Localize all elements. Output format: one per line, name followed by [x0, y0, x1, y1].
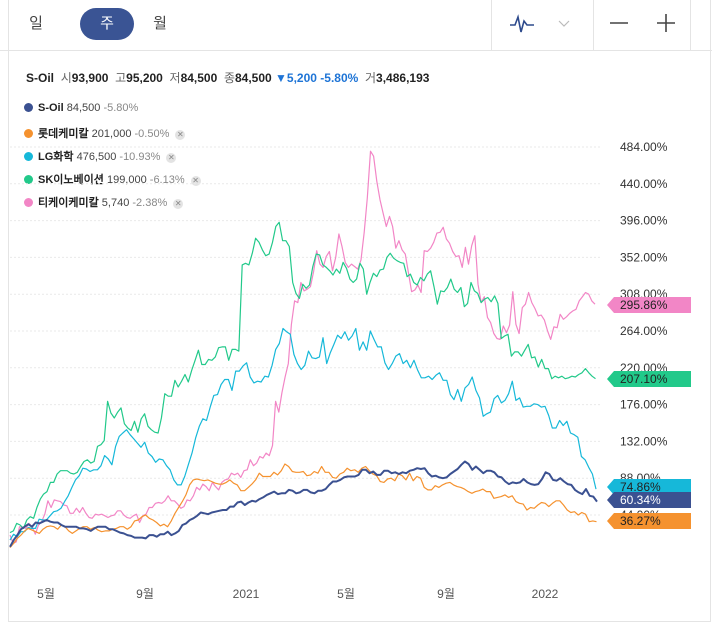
- open-value: 93,900: [71, 71, 109, 85]
- remove-series-icon[interactable]: ✕: [166, 153, 177, 163]
- legend-name: 롯데케미칼: [38, 128, 89, 140]
- change-rate: -5.80%: [320, 71, 359, 85]
- toolbar-divider: [593, 0, 594, 50]
- last-value-label: 74.86%: [620, 480, 661, 494]
- line-chart-icon[interactable]: [508, 10, 536, 38]
- legend-item-lg-chem[interactable]: LG화학 476,500 -10.93% ✕: [24, 148, 201, 171]
- last-value-label: 207.10%: [620, 372, 668, 386]
- low-value: 84,500: [180, 71, 218, 85]
- stock-name: S-Oil: [26, 71, 55, 85]
- legend-name: S-Oil: [38, 102, 64, 114]
- volume-value: 3,486,193: [376, 71, 430, 85]
- legend-change: -2.38%: [132, 197, 168, 209]
- legend-price: 201,000: [91, 128, 132, 140]
- legend-change: -6.13%: [149, 174, 185, 186]
- close-value: 84,500: [235, 71, 272, 85]
- series-line: [9, 327, 597, 541]
- open-label: 시: [60, 71, 72, 85]
- legend-price: 5,740: [101, 197, 130, 209]
- legend-marker-icon: [24, 129, 33, 138]
- last-value-flag: [607, 492, 691, 508]
- remove-series-icon[interactable]: ✕: [175, 130, 186, 140]
- series-line: [9, 221, 596, 534]
- zoom-out-icon[interactable]: [606, 10, 634, 38]
- y-tick-label: 176.00%: [620, 398, 668, 412]
- legend-marker-icon: [24, 152, 33, 161]
- volume-label: 거: [365, 71, 377, 85]
- legend-marker-icon: [24, 198, 33, 207]
- legend-item-lotte-chemical[interactable]: 롯데케미칼 201,000 -0.50% ✕: [24, 125, 201, 148]
- toolbar-divider: [690, 0, 691, 50]
- y-tick-label: 132.00%: [620, 434, 668, 448]
- last-value-flag: [607, 479, 691, 495]
- y-tick-label: 484.00%: [620, 140, 668, 154]
- series-line: [9, 460, 598, 548]
- last-value-flag: [607, 513, 691, 529]
- y-tick-label: 440.00%: [620, 177, 668, 191]
- series-line: [9, 150, 596, 545]
- x-tick-label: 9월: [437, 587, 455, 601]
- chart-frame: [8, 0, 711, 622]
- high-value: 95,200: [126, 71, 163, 85]
- period-day-tab[interactable]: 일: [29, 15, 43, 32]
- legend-marker-icon: [24, 103, 33, 112]
- legend-item-s-oil[interactable]: S-Oil 84,500 -5.80%: [24, 102, 201, 125]
- legend-item-tk-chemical[interactable]: 티케이케미칼 5,740 -2.38% ✕: [24, 194, 201, 217]
- period-week-tab[interactable]: 주: [80, 8, 134, 40]
- chart-legend: S-Oil 84,500 -5.80% 롯데케미칼 201,000 -0.50%…: [24, 102, 201, 217]
- legend-name: SK이노베이션: [38, 174, 104, 186]
- legend-price: 476,500: [76, 151, 117, 163]
- legend-name: LG화학: [38, 151, 74, 163]
- y-tick-label: 396.00%: [620, 214, 668, 228]
- last-value-label: 60.34%: [620, 493, 661, 507]
- legend-price: 84,500: [66, 102, 101, 114]
- close-label: 종: [223, 71, 235, 85]
- high-label: 고: [115, 71, 127, 85]
- legend-change: -0.50%: [134, 128, 170, 140]
- low-label: 저: [169, 71, 181, 85]
- remove-series-icon[interactable]: ✕: [190, 176, 201, 186]
- x-tick-label: 5월: [337, 587, 355, 601]
- x-tick-label: 2021: [233, 587, 260, 601]
- last-value-flag: [607, 371, 691, 387]
- last-value-label: 295.86%: [620, 298, 668, 312]
- chart-toolbar: 일 주 월: [0, 0, 712, 51]
- legend-marker-icon: [24, 175, 33, 184]
- legend-item-sk-innovation[interactable]: SK이노베이션 199,000 -6.13% ✕: [24, 171, 201, 194]
- last-value-flag: [607, 297, 691, 313]
- period-month-tab[interactable]: 월: [153, 15, 167, 32]
- remove-series-icon[interactable]: ✕: [173, 199, 184, 209]
- y-tick-label: 352.00%: [620, 250, 668, 264]
- series-line: [9, 463, 597, 548]
- legend-change: -5.80%: [103, 102, 139, 114]
- change-value: ▼5,200: [275, 71, 317, 85]
- price-summary: S-Oil 시93,900 고95,200 저84,500 종84,500 ▼5…: [26, 69, 429, 86]
- x-tick-label: 5월: [37, 587, 55, 601]
- zoom-in-icon[interactable]: [653, 10, 681, 38]
- legend-price: 199,000: [106, 174, 147, 186]
- x-tick-label: 9월: [136, 587, 154, 601]
- x-tick-label: 2022: [532, 587, 559, 601]
- legend-change: -10.93%: [119, 151, 161, 163]
- chevron-down-icon[interactable]: [554, 10, 582, 38]
- legend-name: 티케이케미칼: [38, 197, 99, 209]
- last-value-label: 36.27%: [620, 514, 661, 528]
- toolbar-divider: [491, 0, 492, 50]
- y-tick-label: 264.00%: [620, 324, 668, 338]
